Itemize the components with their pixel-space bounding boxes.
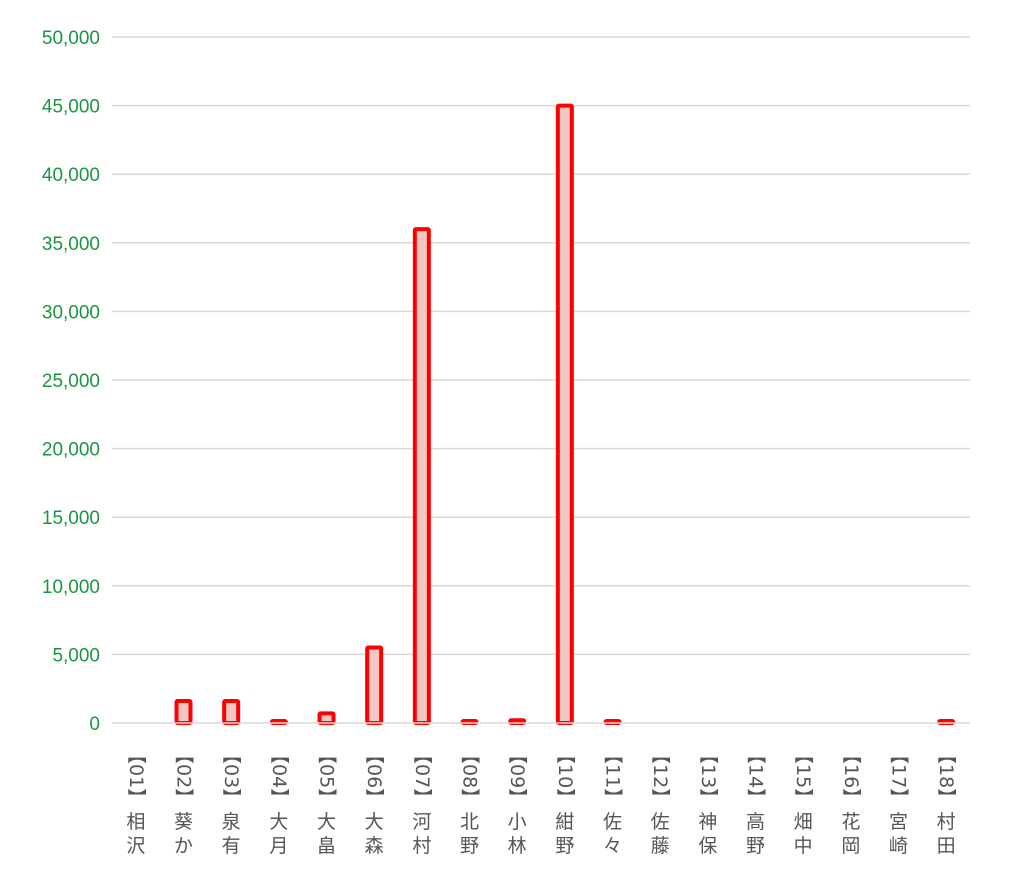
- x-tick-name-char: 林: [508, 835, 527, 857]
- bar: [174, 699, 193, 725]
- x-tick-code: 【16】: [840, 745, 862, 807]
- y-tick-label: 30,000: [42, 302, 100, 323]
- x-tick-name-char: 野: [746, 835, 765, 857]
- y-axis-ticks: 0 5,000 10,000 15,000 20,000 25,000 30,000 35,0…: [42, 28, 100, 735]
- x-tick-name-char: 小: [508, 811, 527, 833]
- bar: [365, 645, 384, 725]
- x-tick-name-char: 畠: [317, 835, 336, 857]
- x-axis-ticks: 【01】相沢【02】葵か【03】泉有【04】大月【05】大畠【06】大森【07】…: [125, 745, 957, 857]
- bar: [317, 711, 336, 725]
- x-tick-name-char: 佐: [651, 811, 670, 833]
- x-tick-name-char: 森: [365, 835, 384, 857]
- y-tick-label: 5,000: [52, 645, 100, 666]
- x-tick-name-char: 河: [412, 811, 431, 833]
- x-tick-name-char: 保: [698, 835, 717, 857]
- x-tick-name-char: 花: [841, 811, 860, 833]
- bar: [555, 103, 574, 726]
- x-tick-name-char: 北: [460, 811, 479, 833]
- x-tick-code: 【09】: [506, 745, 528, 807]
- x-tick-code: 【13】: [697, 745, 719, 807]
- bar: [412, 227, 431, 726]
- x-tick-code: 【01】: [125, 745, 147, 807]
- x-tick-name-char: 泉: [222, 811, 241, 833]
- y-tick-label: 10,000: [42, 577, 100, 598]
- y-tick-label: 40,000: [42, 165, 100, 186]
- x-tick-code: 【12】: [649, 745, 671, 807]
- y-tick-label: 35,000: [42, 234, 100, 255]
- x-tick-name-char: 藤: [651, 835, 670, 857]
- x-tick-name-char: 月: [269, 835, 288, 857]
- bars: [174, 103, 956, 726]
- gridlines: [112, 36, 970, 656]
- x-tick-name-char: 高: [746, 811, 765, 833]
- y-tick-label: 0: [89, 714, 100, 735]
- y-tick-label: 50,000: [42, 28, 100, 49]
- x-tick-code: 【02】: [173, 745, 195, 807]
- x-tick-name-char: 岡: [841, 835, 860, 857]
- x-tick-code: 【06】: [363, 745, 385, 807]
- x-tick-name-char: 野: [460, 835, 479, 857]
- x-tick-name-char: 中: [794, 835, 813, 857]
- x-tick-code: 【04】: [268, 745, 290, 807]
- x-tick-name-char: 沢: [126, 835, 145, 857]
- x-tick-name-char: 相: [126, 811, 145, 833]
- x-tick-name-char: 々: [603, 835, 622, 857]
- x-tick-code: 【11】: [602, 745, 624, 807]
- y-tick-label: 20,000: [42, 440, 100, 461]
- x-tick-code: 【05】: [316, 745, 338, 807]
- x-tick-name-char: 田: [937, 835, 956, 857]
- x-tick-name-char: 大: [269, 811, 288, 833]
- x-tick-name-char: 村: [412, 835, 431, 857]
- x-tick-code: 【08】: [459, 745, 481, 807]
- x-tick-code: 【14】: [745, 745, 767, 807]
- x-tick-code: 【10】: [554, 745, 576, 807]
- x-tick-name-char: 有: [222, 835, 241, 857]
- x-tick-name-char: 崎: [889, 835, 908, 857]
- x-tick-code: 【18】: [935, 745, 957, 807]
- x-tick-name-char: 葵: [174, 811, 193, 833]
- x-tick-name-char: 紺: [555, 811, 574, 833]
- y-tick-label: 25,000: [42, 371, 100, 392]
- bar: [222, 699, 241, 725]
- x-tick-name-char: 宮: [889, 811, 908, 833]
- y-tick-label: 45,000: [42, 97, 100, 118]
- x-tick-name-char: 大: [317, 811, 336, 833]
- x-tick-code: 【03】: [220, 745, 242, 807]
- x-tick-code: 【07】: [411, 745, 433, 807]
- x-tick-name-char: 佐: [603, 811, 622, 833]
- x-tick-name-char: 神: [698, 811, 717, 833]
- x-tick-code: 【17】: [888, 745, 910, 807]
- x-tick-name-char: 大: [365, 811, 384, 833]
- x-tick-name-char: 畑: [794, 811, 813, 833]
- x-tick-name-char: 野: [555, 835, 574, 857]
- y-tick-label: 15,000: [42, 508, 100, 529]
- x-tick-name-char: 村: [937, 811, 956, 833]
- x-tick-name-char: か: [174, 835, 193, 857]
- x-tick-code: 【15】: [792, 745, 814, 807]
